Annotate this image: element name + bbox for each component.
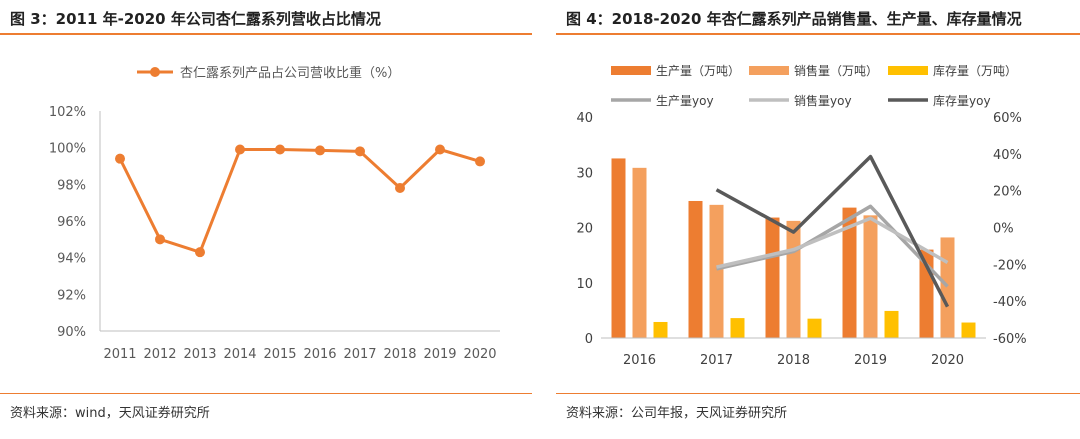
figure-4-source: 资料来源：公司年报，天风证券研究所 [566,406,788,421]
data-point-revenue-share [435,144,445,155]
y-tick-label: 92% [57,288,86,303]
x-tick-label: 2017 [700,353,733,368]
figure-4-title: 图 4：2018-2020 年杏仁露系列产品销售量、生产量、库存量情况 [566,10,1022,28]
y-tick-label: 94% [57,252,86,267]
x-tick-label: 2018 [383,347,416,362]
x-tick-label: 2019 [854,353,887,368]
bar-inventory [807,318,822,338]
left-y-tick-label: 20 [576,222,593,237]
right-y-tick-label: 20% [993,185,1022,200]
series-line-revenue-share [118,148,481,254]
right-y-tick-label: 0% [993,222,1014,237]
data-point-revenue-share [475,156,485,167]
legend-label-production: 生产量（万吨） [656,64,740,78]
bar-inventory [730,318,745,338]
left-y-tick-label: 10 [576,277,593,292]
legend-label-inventory: 库存量（万吨） [933,63,1017,78]
y-tick-label: 96% [57,215,86,230]
production-sales-combo-chart: 生产量（万吨） 销售量（万吨） 库存量（万吨） 生产量yoy 销售量yoy 库存量yoy 0… [576,63,1027,368]
data-point-revenue-share [395,183,405,193]
legend-label-inventory-yoy: 库存量yoy [933,93,991,108]
legend-swatch-inventory [888,66,928,75]
left-y-tick-label: 0 [585,332,593,347]
y-tick-label: 90% [57,325,86,340]
bar-production [611,158,626,338]
figure-4-bottom-rule [556,393,1080,394]
series-line-sales-yoy [716,216,949,269]
x-tick-label: 2011 [103,347,136,362]
data-point-revenue-share [155,234,165,245]
legend-marker-revenue-share [150,67,160,77]
right-y-tick-label: -40% [993,295,1027,310]
legend-swatch-production [611,66,651,75]
figure-3-panel: 图 3：2011 年-2020 年公司杏仁露系列营收占比情况 杏仁露系列产品占公… [0,0,532,439]
bar-inventory [961,322,976,338]
figure-4-panel: 图 4：2018-2020 年杏仁露系列产品销售量、生产量、库存量情况 生产量（… [556,0,1080,439]
bar-production [688,200,703,338]
series-line-inventory-yoy [715,154,950,308]
data-point-revenue-share [195,247,205,258]
x-tick-label: 2017 [343,347,376,362]
bar-production [842,207,857,338]
y-tick-label: 98% [57,178,86,193]
x-tick-label: 2016 [623,353,656,368]
figure-3-bottom-rule [0,393,532,394]
legend-label-sales-yoy: 销售量yoy [794,93,852,108]
y-tick-label: 100% [49,142,86,157]
figure-3-top-rule [0,33,532,35]
bar-sales [940,237,955,338]
data-point-revenue-share [355,146,365,157]
x-tick-label: 2014 [223,347,256,362]
bar-inventory [653,321,668,338]
figure-3-source: 资料来源：wind，天风证券研究所 [10,406,210,421]
x-tick-label: 2020 [931,353,964,368]
x-tick-label: 2019 [423,347,456,362]
right-y-tick-label: 60% [993,111,1022,126]
right-y-tick-label: 40% [993,148,1022,163]
x-tick-label: 2015 [263,347,296,362]
left-y-tick-label: 30 [576,166,593,181]
bar-inventory [884,310,899,338]
legend-label-sales: 销售量（万吨） [794,63,878,78]
series-line-production-yoy [716,204,949,288]
bar-sales [786,220,801,338]
x-tick-label: 2020 [463,347,496,362]
right-y-tick-label: -60% [993,332,1027,347]
y-tick-label: 102% [49,105,86,120]
legend-label-production-yoy: 生产量yoy [656,94,714,108]
figure-3-title: 图 3：2011 年-2020 年公司杏仁露系列营收占比情况 [10,10,381,28]
legend-swatch-sales [749,66,789,75]
bar-sales [632,167,647,338]
x-tick-label: 2018 [777,353,810,368]
bar-sales [709,204,724,338]
x-tick-label: 2012 [143,347,176,362]
right-y-tick-label: -20% [993,258,1027,273]
bar-sales [863,215,878,338]
data-point-revenue-share [315,145,325,156]
legend-label-revenue-share: 杏仁露系列产品占公司营收比重（%） [180,65,400,81]
x-tick-label: 2016 [303,347,336,362]
data-point-revenue-share [115,153,125,164]
figure-4-top-rule [556,33,1080,35]
left-y-tick-label: 40 [576,111,593,126]
data-point-revenue-share [235,144,245,155]
x-tick-label: 2013 [183,347,216,362]
data-point-revenue-share [275,144,285,155]
bar-production [765,217,780,338]
revenue-share-line-chart: 杏仁露系列产品占公司营收比重（%） 90% 92% 94% 96% 98% 100% 102%… [49,65,500,362]
